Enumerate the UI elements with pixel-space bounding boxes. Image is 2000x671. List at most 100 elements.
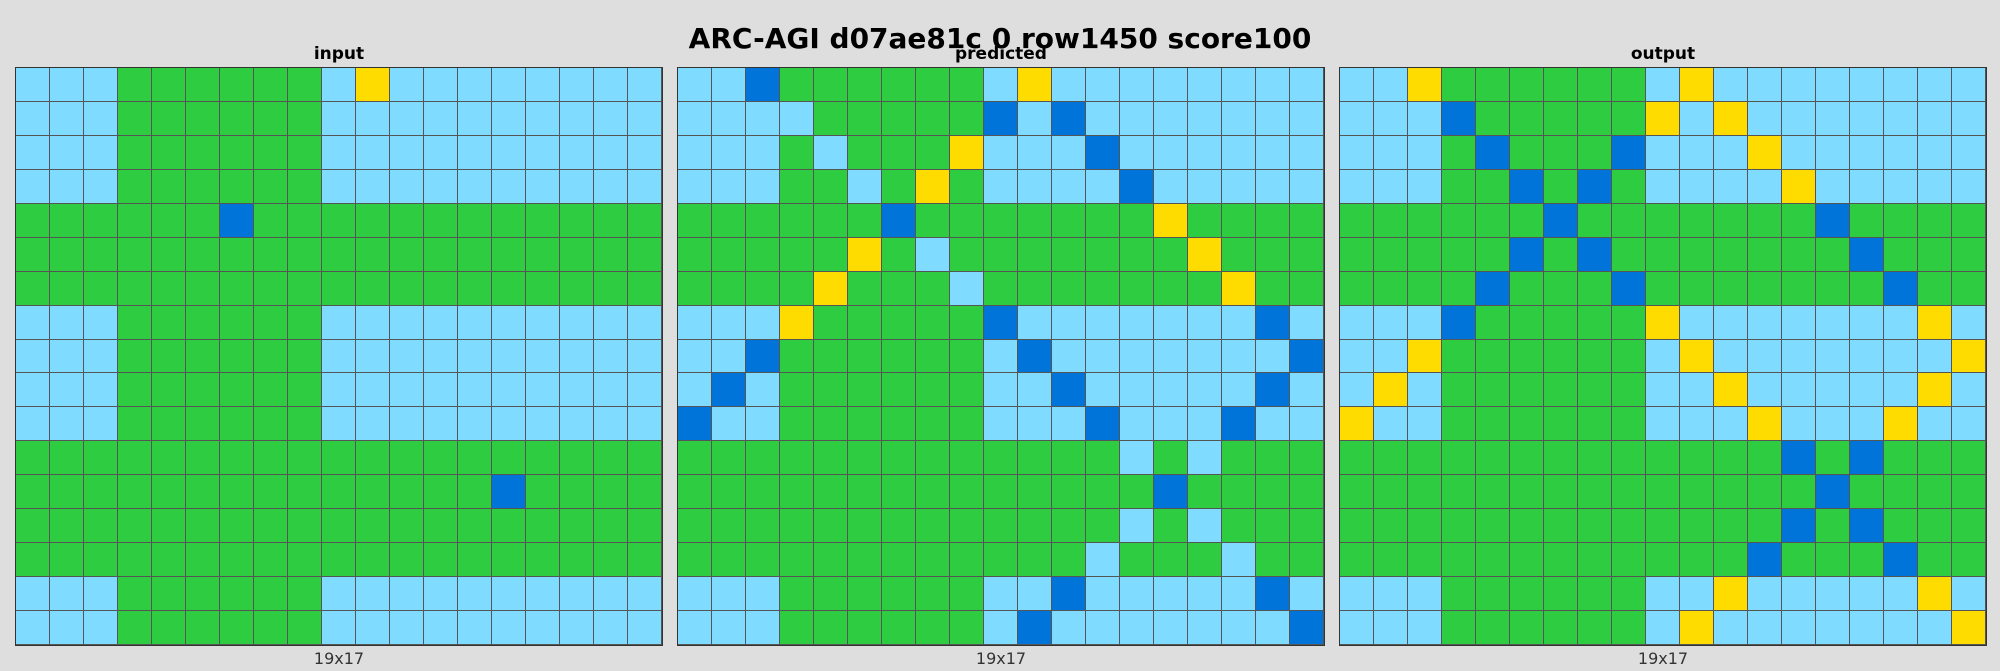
grid-cell bbox=[1748, 543, 1782, 578]
grid-cell bbox=[118, 577, 152, 612]
grid-cell bbox=[1918, 543, 1952, 578]
grid-cell bbox=[1646, 577, 1680, 612]
grid-cell bbox=[1510, 169, 1544, 204]
grid-cell bbox=[1612, 475, 1646, 510]
grid-cell bbox=[84, 203, 118, 238]
grid-cell bbox=[950, 135, 984, 170]
grid-cell bbox=[1748, 169, 1782, 204]
grid-cell bbox=[288, 271, 322, 306]
grid-cell bbox=[16, 475, 50, 510]
grid-cell bbox=[1086, 203, 1120, 238]
grid-cell bbox=[356, 101, 390, 136]
grid-cell bbox=[16, 169, 50, 204]
grid-cell bbox=[84, 475, 118, 510]
grid-cell bbox=[1850, 373, 1884, 408]
grid-cell bbox=[424, 509, 458, 544]
grid-cell bbox=[628, 475, 662, 510]
grid-cell bbox=[1290, 203, 1324, 238]
grid-cell bbox=[712, 407, 746, 442]
grid-cell bbox=[1442, 577, 1476, 612]
grid-cell bbox=[1714, 68, 1748, 102]
grid-cell bbox=[492, 611, 526, 645]
grid-cell bbox=[1918, 271, 1952, 306]
grid-cell bbox=[1120, 611, 1154, 645]
grid-cell bbox=[882, 407, 916, 442]
grid-cell bbox=[1680, 441, 1714, 476]
grid-cell bbox=[780, 407, 814, 442]
grid-cell bbox=[1646, 271, 1680, 306]
grid-cell bbox=[186, 441, 220, 476]
grid-cell bbox=[1782, 271, 1816, 306]
grid-cell bbox=[1408, 543, 1442, 578]
grid-cell bbox=[1154, 68, 1188, 102]
grid-cell bbox=[1290, 339, 1324, 374]
grid-cell bbox=[1884, 611, 1918, 645]
grid-size-label: 19x17 bbox=[1637, 649, 1689, 668]
grid-cell bbox=[848, 339, 882, 374]
grid-cell bbox=[950, 68, 984, 102]
grid-cell bbox=[1510, 135, 1544, 170]
grid-cell bbox=[1646, 543, 1680, 578]
grid-cell bbox=[1374, 101, 1408, 136]
grid-cell bbox=[356, 237, 390, 272]
grid-cell bbox=[1120, 237, 1154, 272]
grid-cell bbox=[526, 475, 560, 510]
grid-cell bbox=[814, 339, 848, 374]
grid-cell bbox=[1188, 203, 1222, 238]
grid-cell bbox=[678, 407, 712, 442]
grid-cell bbox=[1442, 611, 1476, 645]
grid-cell bbox=[780, 271, 814, 306]
grid-cell bbox=[322, 441, 356, 476]
grid-cell bbox=[288, 169, 322, 204]
grid-cell bbox=[1918, 203, 1952, 238]
grid-cell bbox=[1782, 68, 1816, 102]
grid-cell bbox=[1680, 543, 1714, 578]
grid-cell bbox=[712, 135, 746, 170]
grid-cell bbox=[678, 203, 712, 238]
grid-cell bbox=[882, 441, 916, 476]
grid-cell bbox=[220, 373, 254, 408]
grid-cell bbox=[424, 101, 458, 136]
grid-cell bbox=[424, 373, 458, 408]
grid-cell bbox=[118, 203, 152, 238]
grid-cell bbox=[848, 101, 882, 136]
grid-cell bbox=[1222, 577, 1256, 612]
grid-cell bbox=[1816, 203, 1850, 238]
grid-cell bbox=[1578, 305, 1612, 340]
grid-cell bbox=[1680, 68, 1714, 102]
grid-cell bbox=[1544, 101, 1578, 136]
grid-cell bbox=[594, 203, 628, 238]
grid-cell bbox=[678, 475, 712, 510]
grid-cell bbox=[1918, 373, 1952, 408]
grid-cell bbox=[1918, 169, 1952, 204]
grid-cell bbox=[984, 237, 1018, 272]
grid-cell bbox=[1578, 441, 1612, 476]
grid-cell bbox=[746, 611, 780, 645]
grid-cell bbox=[1544, 441, 1578, 476]
grid-cell bbox=[186, 237, 220, 272]
grid-cell bbox=[1256, 203, 1290, 238]
grid-cell bbox=[390, 305, 424, 340]
grid-cell bbox=[1884, 543, 1918, 578]
grid-cell bbox=[424, 339, 458, 374]
grid-cell bbox=[780, 339, 814, 374]
grid-cell bbox=[1256, 441, 1290, 476]
grid-cell bbox=[1374, 305, 1408, 340]
grid-cell bbox=[1952, 271, 1986, 306]
grid-cell bbox=[1086, 101, 1120, 136]
grid-cell bbox=[1952, 135, 1986, 170]
grid-cell bbox=[1408, 237, 1442, 272]
grid-cell bbox=[1086, 475, 1120, 510]
grid-cell bbox=[50, 68, 84, 102]
grid-cell bbox=[1120, 271, 1154, 306]
grid-cell bbox=[1612, 373, 1646, 408]
grid-cell bbox=[220, 339, 254, 374]
grid-cell bbox=[1222, 237, 1256, 272]
grid-cell bbox=[288, 611, 322, 645]
grid-cell bbox=[1476, 339, 1510, 374]
grid-cell bbox=[882, 543, 916, 578]
grid-cell bbox=[1374, 577, 1408, 612]
grid-cell bbox=[1850, 339, 1884, 374]
grid-cell bbox=[1120, 577, 1154, 612]
grid-cell bbox=[186, 611, 220, 645]
